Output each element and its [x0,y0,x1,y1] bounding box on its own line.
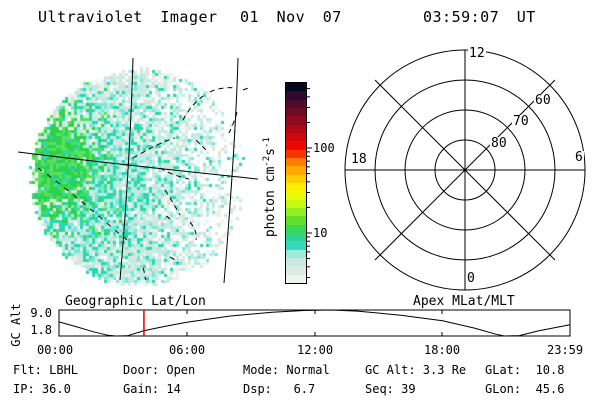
polar-caption: Apex MLat/MLT [413,294,515,309]
colorbar-band [286,99,306,108]
colorbar-band [286,199,306,208]
strip-xtick-0000: 00:00 [37,343,74,357]
disk-terminator [37,167,128,241]
colorbar-band [286,149,306,158]
colorbar-band [286,224,306,233]
colorbar-tick-10: 10 [313,226,328,240]
colorbar-band [286,257,306,267]
disk-caption: Geographic Lat/Lon [65,294,206,309]
strip-xtick-0600: 06:00 [169,343,206,357]
ring-label-70: 70 [512,114,530,129]
uv-disk-canvas [20,52,265,297]
colorbar-band [286,232,306,242]
gc-alt-curve [58,309,570,337]
telemetry-gain: Gain: 14 [123,382,181,396]
disk-equator [17,151,259,180]
strip-xtick-1800: 18:00 [424,343,461,357]
ring-label-60: 60 [534,93,552,108]
colorbar-band [286,182,306,192]
colorbar-band [286,274,306,283]
colorbar-band [286,157,306,167]
polar-label-0: 0 [466,271,476,286]
colorbar-band [286,266,306,275]
header-time: 03:59:07 UT [423,8,536,26]
colorbar-band [286,174,306,183]
colorbar-band [286,249,306,258]
polar-grid-lines [345,50,585,290]
colorbar-band [286,241,306,250]
disk-coastlines [132,86,252,281]
polar-label-6: 6 [574,150,584,165]
ring-label-80: 80 [490,136,508,151]
telemetry-gcalt: GC Alt: 3.3 Re [365,363,467,377]
disk-meridian-1 [119,57,134,281]
colorbar-band [286,207,306,217]
strip-xtick-2359: 23:59 [547,343,584,357]
telemetry-glon: GLon: 45.6 [485,382,565,396]
telemetry-door: Door: Open [123,363,196,377]
telemetry-flt: Flt: LBHL [13,363,79,377]
colorbar-band [286,107,306,117]
header-date: 01 Nov 07 [240,8,342,26]
disk-meridian-2 [223,57,239,284]
strip-ytick-bottom: 1.8 [30,323,52,337]
strip-ylabel: GC Alt [9,303,23,347]
strip-ytick-top: 9.0 [30,306,52,320]
colorbar-band [286,116,306,125]
telemetry-ip: IP: 36.0 [13,382,71,396]
colorbar-band [286,132,306,142]
colorbar-tick-100: 100 [313,141,335,155]
telemetry-seq: Seq: 39 [365,382,416,396]
colorbar-band [286,124,306,133]
colorbar-band [286,83,306,92]
colorbar-band [286,91,306,100]
telemetry-mode: Mode: Normal [243,363,330,377]
colorbar-band [286,141,306,150]
strip-xtick-1200: 12:00 [297,343,334,357]
telemetry-glat: GLat: 10.8 [485,363,565,377]
colorbar [285,82,307,284]
polar-label-18: 18 [350,152,368,167]
colorbar-band [286,166,306,175]
page-title: Ultraviolet Imager [38,8,218,26]
strip-axis-ticks [186,310,443,336]
polar-label-12: 12 [468,46,486,61]
telemetry-dsp: Dsp: 6.7 [243,382,316,396]
colorbar-band [286,216,306,225]
colorbar-band [286,191,306,200]
